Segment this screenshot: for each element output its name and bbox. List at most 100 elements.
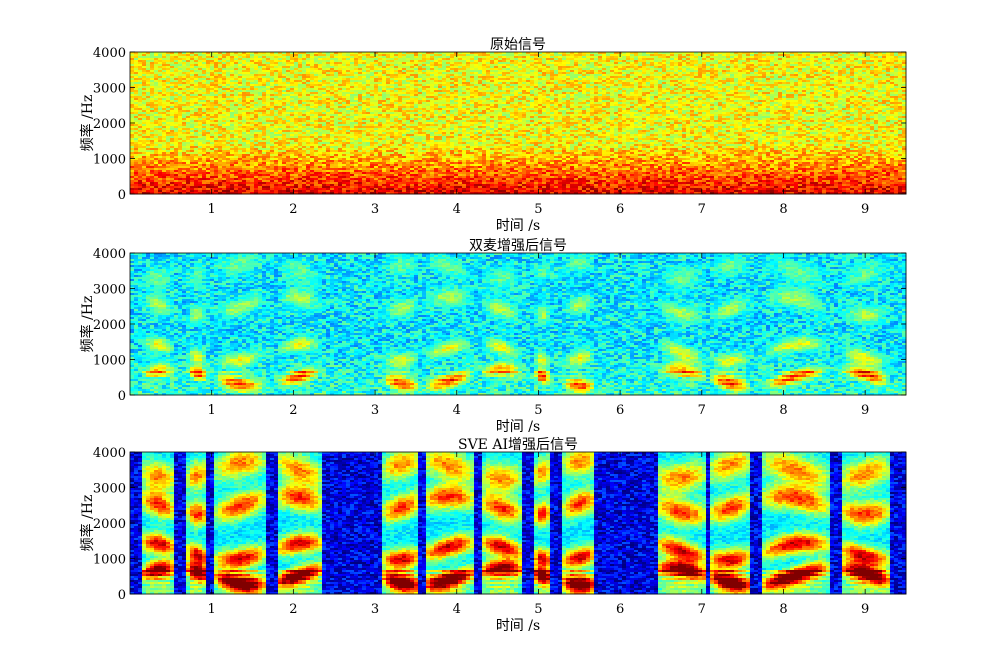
heatmap-cell — [258, 114, 262, 116]
heatmap-cell — [274, 110, 278, 112]
heatmap-cell — [262, 150, 266, 152]
heatmap-cell — [222, 66, 226, 68]
heatmap-cell — [210, 186, 214, 188]
heatmap-cell — [150, 156, 154, 158]
heatmap-cell — [198, 150, 202, 152]
heatmap-cell — [230, 146, 234, 148]
heatmap-cell — [238, 114, 242, 116]
heatmap-cell — [190, 86, 194, 88]
heatmap-cell — [190, 122, 194, 124]
heatmap-cell — [134, 72, 138, 74]
heatmap-cell — [210, 124, 214, 126]
heatmap-cell — [158, 120, 162, 122]
heatmap-cell — [138, 126, 142, 128]
heatmap-cell — [258, 134, 262, 136]
heatmap-cell — [242, 76, 246, 78]
heatmap-cell — [182, 126, 186, 128]
heatmap-cell — [198, 76, 202, 78]
heatmap-cell — [262, 134, 266, 136]
heatmap-cell — [222, 146, 226, 148]
heatmap-cell — [242, 80, 246, 82]
heatmap-cell — [150, 122, 154, 124]
heatmap-cell — [230, 132, 234, 134]
heatmap-cell — [250, 114, 254, 116]
heatmap-cell — [226, 100, 230, 102]
heatmap-cell — [258, 180, 262, 182]
heatmap-cell — [134, 114, 138, 116]
heatmap-cell — [146, 64, 150, 66]
heatmap-cell — [194, 154, 198, 156]
heatmap-cell — [138, 94, 142, 96]
heatmap-cell — [130, 56, 134, 58]
heatmap-cell — [206, 102, 210, 104]
heatmap-cell — [174, 90, 178, 92]
heatmap-cell — [206, 124, 210, 126]
heatmap-cell — [146, 184, 150, 186]
heatmap-cell — [230, 64, 234, 66]
heatmap-cell — [170, 120, 174, 122]
heatmap-cell — [158, 158, 162, 160]
heatmap-cell — [174, 180, 178, 182]
heatmap-cell — [206, 150, 210, 152]
heatmap-cell — [266, 184, 270, 186]
heatmap-cell — [170, 144, 174, 146]
heatmap-cell — [154, 128, 158, 130]
heatmap-cell — [186, 92, 190, 94]
heatmap-cell — [134, 64, 138, 66]
heatmap-cell — [206, 186, 210, 188]
heatmap-cell — [198, 74, 202, 76]
heatmap-cell — [150, 118, 154, 120]
heatmap-cell — [262, 72, 266, 74]
heatmap-cell — [174, 56, 178, 58]
heatmap-cell — [170, 90, 174, 92]
heatmap-cell — [218, 86, 222, 88]
heatmap-cell — [234, 152, 238, 154]
heatmap-cell — [214, 164, 218, 166]
heatmap-cell — [194, 162, 198, 164]
heatmap-cell — [258, 136, 262, 138]
heatmap-cell — [270, 108, 274, 110]
heatmap-cell — [146, 130, 150, 132]
heatmap-cell — [186, 156, 190, 158]
heatmap-cell — [186, 144, 190, 146]
heatmap-cell — [246, 166, 250, 168]
heatmap-cell — [262, 172, 266, 174]
heatmap-cell — [218, 188, 222, 190]
heatmap-cell — [158, 58, 162, 60]
heatmap-cell — [266, 126, 270, 128]
heatmap-cell — [214, 188, 218, 190]
heatmap-cell — [250, 64, 254, 66]
heatmap-cell — [178, 130, 182, 132]
heatmap-cell — [230, 122, 234, 124]
heatmap-cell — [222, 148, 226, 150]
heatmap-cell — [230, 70, 234, 72]
heatmap-cell — [150, 138, 154, 140]
heatmap-cell — [162, 74, 166, 76]
heatmap-cell — [130, 58, 134, 60]
heatmap-cell — [146, 170, 150, 172]
heatmap-cell — [138, 140, 142, 142]
heatmap-cell — [254, 160, 258, 162]
heatmap-cell — [146, 168, 150, 170]
heatmap-cell — [170, 82, 174, 84]
heatmap-cell — [170, 164, 174, 166]
heatmap-cell — [210, 104, 214, 106]
heatmap-cell — [246, 116, 250, 118]
heatmap-cell — [202, 54, 206, 56]
heatmap-cell — [158, 86, 162, 88]
heatmap-cell — [242, 152, 246, 154]
heatmap-cell — [158, 118, 162, 120]
heatmap-cell — [146, 132, 150, 134]
heatmap-cell — [182, 178, 186, 180]
heatmap-cell — [250, 128, 254, 130]
heatmap-cell — [210, 112, 214, 114]
heatmap-cell — [162, 160, 166, 162]
heatmap-cell — [194, 150, 198, 152]
heatmap-cell — [246, 54, 250, 56]
heatmap-cell — [238, 112, 242, 114]
heatmap-cell — [266, 154, 270, 156]
heatmap-cell — [262, 106, 266, 108]
heatmap-cell — [206, 74, 210, 76]
heatmap-cell — [138, 138, 142, 140]
heatmap-cell — [238, 104, 242, 106]
